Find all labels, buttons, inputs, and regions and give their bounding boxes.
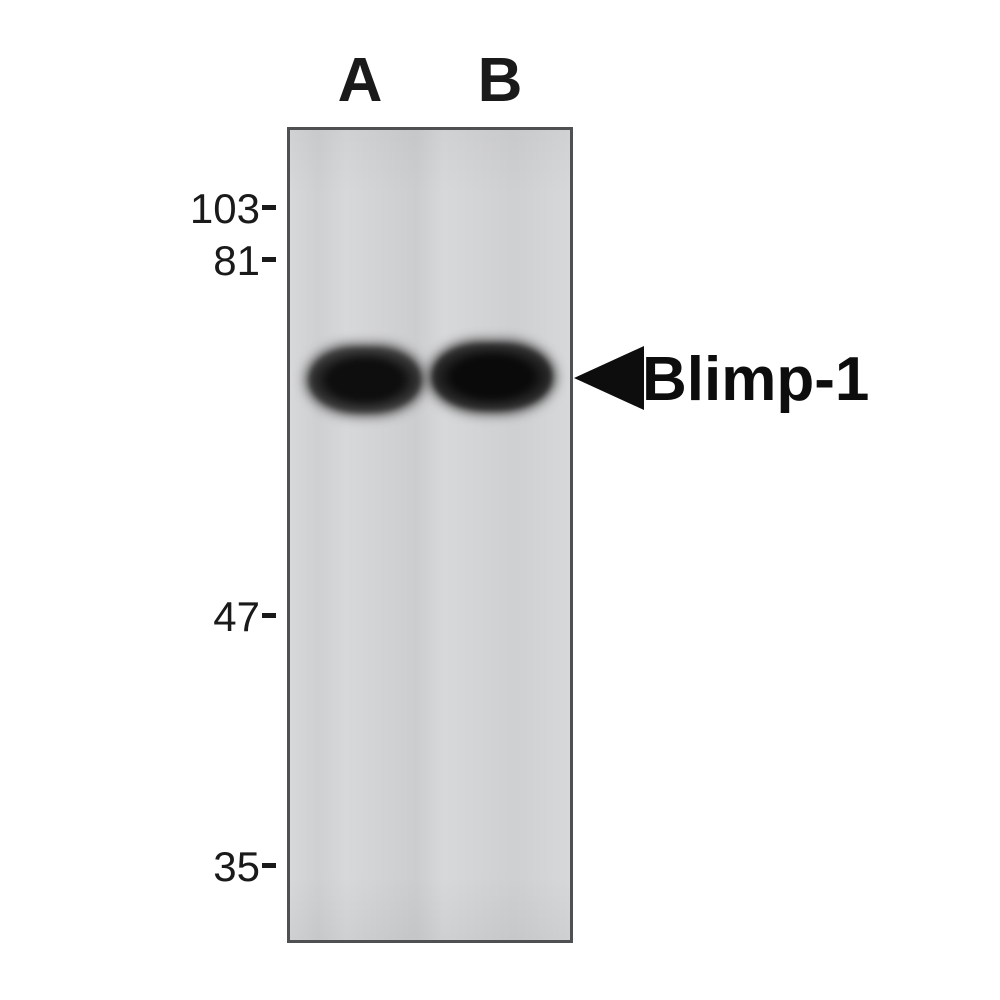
lane-label-a: A xyxy=(320,45,400,116)
mw-marker-tick xyxy=(262,613,276,618)
western-blot-figure: A B 10381 47 35 Blimp-1 xyxy=(0,0,1000,1000)
membrane-smear xyxy=(290,130,570,940)
blot-membrane-strip xyxy=(290,130,570,940)
protein-band xyxy=(433,344,551,410)
protein-band xyxy=(310,348,420,412)
mw-marker-tick xyxy=(262,863,276,868)
mw-marker-label: 81 xyxy=(170,237,260,285)
mw-marker-label: 35 xyxy=(170,843,260,891)
lane-label-b: B xyxy=(460,45,540,116)
mw-marker-label: 103 xyxy=(170,185,260,233)
target-protein-label: Blimp-1 xyxy=(642,344,869,415)
target-arrow-icon xyxy=(574,346,644,410)
mw-marker-tick xyxy=(262,257,276,262)
mw-marker-label: 47 xyxy=(170,593,260,641)
mw-marker-tick xyxy=(262,205,276,210)
